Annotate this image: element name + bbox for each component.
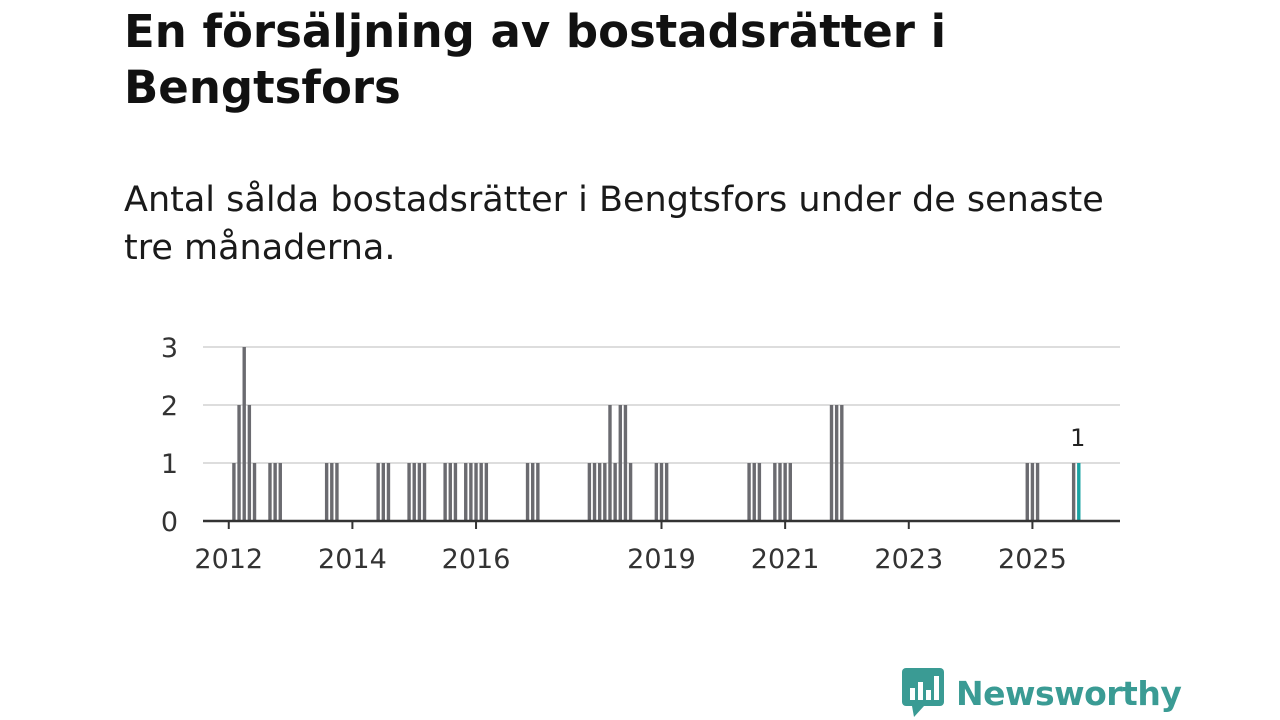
- gridlines: [203, 346, 1120, 464]
- bar: [834, 405, 839, 521]
- bar: [1025, 463, 1029, 521]
- bar: [597, 463, 602, 521]
- bar: [618, 405, 622, 521]
- x-tick-label: 2025: [998, 544, 1067, 575]
- bar: [654, 463, 659, 521]
- bar: [757, 463, 762, 521]
- bar: [273, 463, 277, 521]
- y-tick-label: 0: [161, 507, 178, 538]
- bar: [613, 463, 617, 521]
- bar: [242, 347, 246, 521]
- bar: [247, 405, 252, 521]
- bar: [531, 463, 535, 521]
- x-tick-label: 2019: [627, 544, 696, 575]
- y-tick-label: 1: [161, 449, 178, 480]
- bar: [603, 463, 607, 521]
- bar: [840, 405, 844, 521]
- bar: [525, 463, 530, 521]
- bar-highlight: [1077, 463, 1081, 521]
- bar: [1071, 463, 1076, 521]
- bar: [335, 463, 339, 521]
- y-axis-labels: 0 1 2 3: [161, 333, 178, 538]
- bar: [752, 463, 756, 521]
- bar: [386, 463, 391, 521]
- bar: [443, 463, 447, 521]
- bar: [407, 463, 411, 521]
- bar: [747, 463, 751, 521]
- bar: [664, 463, 669, 521]
- bar: [659, 463, 664, 521]
- x-axis: [203, 519, 1120, 529]
- bar: [783, 463, 787, 521]
- bar: [628, 463, 633, 521]
- bar: [376, 463, 380, 521]
- x-tick-label: 2021: [751, 544, 820, 575]
- bar: [608, 405, 612, 521]
- bar: [778, 463, 782, 521]
- highlight-value-label: 1: [1070, 424, 1085, 452]
- bar: [536, 463, 540, 521]
- bar: [448, 463, 452, 521]
- x-tick-label: 2014: [318, 544, 387, 575]
- bar: [788, 463, 792, 521]
- bar: [412, 463, 416, 521]
- bar: [474, 463, 478, 521]
- bar: [1030, 463, 1035, 521]
- bar: [623, 405, 628, 521]
- bar: [381, 463, 386, 521]
- bar: [252, 463, 257, 521]
- newsworthy-brand: Newsworthy: [902, 668, 1182, 718]
- newsworthy-logo-icon: [902, 668, 944, 717]
- bars: [232, 347, 1081, 521]
- bar: [453, 463, 458, 521]
- bar: [773, 463, 777, 521]
- bar: [422, 463, 427, 521]
- bar: [587, 463, 592, 521]
- x-tick-label: 2012: [194, 544, 263, 575]
- y-tick-label: 3: [161, 333, 178, 364]
- bar: [479, 463, 483, 521]
- bar: [592, 463, 597, 521]
- bar-chart: 0 1 2 3 2012 2014 2016 2019 2021 2023 2025 1: [161, 333, 1120, 575]
- bar: [330, 463, 334, 521]
- bar: [232, 463, 236, 521]
- bar: [278, 463, 282, 521]
- bar: [484, 463, 489, 521]
- x-tick-label: 2023: [874, 544, 943, 575]
- bar: [237, 405, 241, 521]
- x-axis-labels: 2012 2014 2016 2019 2021 2023 2025: [194, 544, 1066, 575]
- chart-subtitle: Antal sålda bostadsrätter i Bengtsfors u…: [124, 180, 1104, 268]
- bar: [469, 463, 473, 521]
- y-tick-label: 2: [161, 391, 178, 422]
- bar: [324, 463, 329, 521]
- annotations: 1: [1070, 424, 1085, 452]
- chart-title: En försäljning av bostadsrätter i Bengts…: [124, 5, 947, 114]
- bar: [268, 463, 272, 521]
- x-tick-label: 2016: [442, 544, 511, 575]
- bar: [417, 463, 422, 521]
- brand-name: Newsworthy: [956, 673, 1182, 713]
- bar: [829, 405, 834, 521]
- bar: [464, 463, 468, 521]
- bar: [1035, 463, 1040, 521]
